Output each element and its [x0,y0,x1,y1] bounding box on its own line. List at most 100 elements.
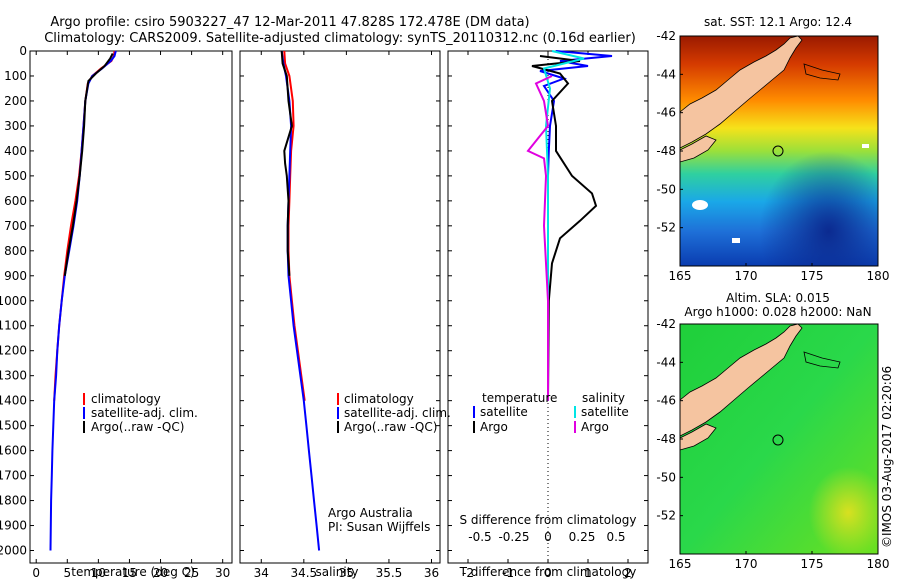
x-tick-label: 25 [184,566,199,580]
header-line1: Argo profile: csiro 5903227_47 12-Mar-20… [50,15,529,30]
legend-title-temperature: temperature [482,391,557,405]
temperature-axes [29,50,233,564]
map-x-tick-label: 170 [735,269,758,283]
y-tick-label: 2000 [0,544,27,558]
chatham-rise-contour [803,351,841,369]
map-y-tick-label: -46 [656,106,676,120]
map-y-tick-label: -50 [656,470,676,484]
sla-map-ticks: 165 170 175 180 -42 -44 -46 -48 -50 -52 [656,317,889,571]
sla-map-title2: Argo h1000: 0.028 h2000: NaN [684,305,871,319]
map-x-tick-label: 165 [669,269,692,283]
sla-map: Altim. SLA: 0.015 Argo h1000: 0.028 h200… [656,291,889,571]
map-x-tick-label: 180 [867,269,890,283]
y-tick-label: 900 [4,269,27,283]
y-tick-label: 1800 [0,494,27,508]
new-zealand-landmass [679,323,803,437]
argo-float-marker [772,145,784,157]
series-line-satellite-adj-clim [280,50,321,551]
y-tick-label: 400 [4,144,27,158]
temperature-chart: 0 5 10 15 20 25 300100200300400500600700800900… [0,44,230,580]
legend-satellite: satellite-adj. clim. [91,406,198,420]
stewart-island [679,423,717,451]
legend-argo: Argo(..raw -QC) [91,420,184,434]
s-tick-label: 0.5 [606,530,625,544]
y-tick-label: 1200 [0,344,27,358]
difference-xlabel2: S difference from climatology [460,513,637,527]
series-line-argo-raw-qc [63,53,114,276]
map-y-tick-label: -42 [656,29,676,43]
difference-xlabel: T difference from climatology [459,565,637,579]
series-line-t-satellite [539,50,613,401]
legend-climatology: climatology [91,392,161,406]
map-y-tick-label: -52 [656,509,676,523]
sst-map-title: sat. SST: 12.1 Argo: 12.4 [704,15,852,29]
x-tick-label: 15 [122,566,137,580]
annotation-pi: PI: Susan Wijffels [328,520,430,534]
map-y-tick-label: -48 [656,432,676,446]
s-tick-label: 0.25 [569,530,596,544]
difference-chart: -2 -1 0 1 2 -0.5 -0.25 0 0.25 0.5 [448,50,648,580]
difference-legend: temperature salinity satellite Argo sate… [473,391,629,434]
stewart-island [679,135,717,163]
x-tick-label: 2 [624,566,632,580]
y-tick-label: 100 [4,69,27,83]
x-tick-label: 0 [544,566,552,580]
legend-s-satellite: satellite [581,405,629,419]
x-tick-label: 0 [32,566,40,580]
x-tick-label: 35.5 [376,566,403,580]
y-tick-label: 500 [4,169,27,183]
salinity-chart: 34 34.5 35 35.5 36 [240,50,440,580]
map-y-tick-label: -44 [656,355,676,369]
x-tick-label: -1 [502,566,514,580]
cloud-mask [862,144,869,148]
legend-argo: Argo(..raw -QC) [344,420,437,434]
x-tick-label: 34.5 [290,566,317,580]
chatham-rise-contour [803,63,841,81]
map-x-tick-label: 180 [867,557,890,571]
y-tick-label: 1500 [0,419,27,433]
legend-title-salinity: salinity [582,391,625,405]
cloud-mask [732,238,740,243]
map-y-tick-label: -42 [656,317,676,331]
x-tick-label: 35 [339,566,354,580]
map-x-tick-label: 170 [735,557,758,571]
series-line-s-argo [526,75,553,401]
y-tick-label: 1600 [0,444,27,458]
x-tick-label: 30 [215,566,230,580]
map-x-tick-label: 175 [801,269,824,283]
y-tick-label: 300 [4,119,27,133]
annotation-argo-australia: Argo Australia [328,506,413,520]
map-y-tick-label: -48 [656,144,676,158]
y-tick-label: 1900 [0,519,27,533]
y-tick-label: 1000 [0,294,27,308]
imos-watermark: ©IMOS 03-Aug-2017 02:20:06 [880,366,894,548]
y-tick-label: 600 [4,194,27,208]
salinity-axes [239,50,441,564]
y-tick-label: 200 [4,94,27,108]
header-line2: Climatology: CARS2009. Satellite-adjuste… [44,31,636,46]
x-tick-label: 20 [153,566,168,580]
y-tick-label: 700 [4,219,27,233]
legend-climatology: climatology [344,392,414,406]
salinity-legend: climatology satellite-adj. clim. Argo(..… [337,392,451,434]
y-tick-label: 1700 [0,469,27,483]
series-line-t-argo [531,55,598,401]
x-tick-label: 10 [91,566,106,580]
map-y-tick-label: -50 [656,182,676,196]
map-y-tick-label: -46 [656,394,676,408]
map-y-tick-label: -44 [656,67,676,81]
legend-t-satellite: satellite [480,405,528,419]
legend-satellite: satellite-adj. clim. [344,406,451,420]
sla-map-title1: Altim. SLA: 0.015 [726,291,830,305]
y-tick-label: 800 [4,244,27,258]
sst-map-ticks: 165 170 175 180 -42 -44 -46 -48 -50 -52 [656,29,889,283]
s-tick-label: -0.5 [468,530,491,544]
temperature-xlabel: temperature (deg C) [71,565,194,579]
x-tick-label: 34 [254,566,269,580]
s-tick-label: 0 [544,530,552,544]
map-x-tick-label: 175 [801,557,824,571]
temperature-legend: climatology satellite-adj. clim. Argo(..… [83,392,198,434]
sst-map: sat. SST: 12.1 Argo: 12.4 165 170 175 180 -4… [656,15,889,283]
x-tick-label: 36 [424,566,439,580]
series-line-argo-raw-qc [280,50,293,276]
